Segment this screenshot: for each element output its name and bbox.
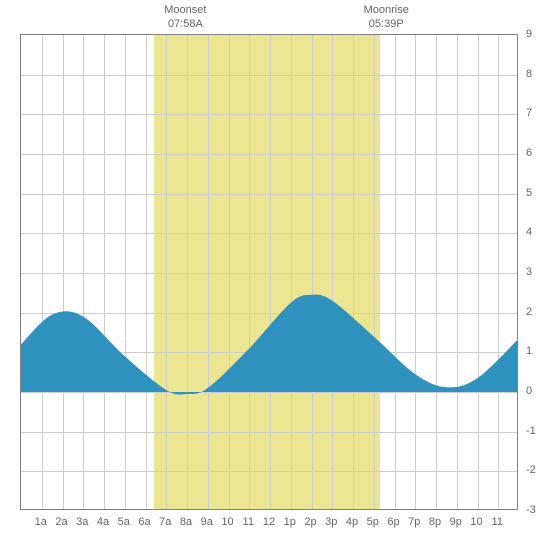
grid-line-horizontal <box>21 432 517 433</box>
moonset-title: Moonset <box>164 4 206 16</box>
grid-line-vertical <box>478 35 479 509</box>
x-axis-label: 8p <box>429 516 441 528</box>
grid-line-horizontal <box>21 273 517 274</box>
grid-line-vertical <box>249 35 250 509</box>
y-axis-label: 7 <box>526 107 532 119</box>
y-axis-label: -1 <box>526 425 536 437</box>
y-axis-label: 4 <box>526 226 532 238</box>
x-axis-label: 1a <box>35 516 47 528</box>
y-axis-label: -3 <box>526 504 536 516</box>
grid-line-vertical <box>498 35 499 509</box>
grid-line-vertical <box>125 35 126 509</box>
grid-line-horizontal <box>21 352 517 353</box>
grid-line-vertical <box>146 35 147 509</box>
grid-line-horizontal <box>21 471 517 472</box>
x-axis-label: 12 <box>263 516 275 528</box>
plot-area <box>20 34 518 510</box>
y-axis-label: 8 <box>526 68 532 80</box>
x-axis-label: 9a <box>201 516 213 528</box>
tide-chart: 1a2a3a4a5a6a7a8a9a1011121p2p3p4p5p6p7p8p… <box>0 0 550 550</box>
y-axis-label: 3 <box>526 266 532 278</box>
x-axis-label: 1p <box>284 516 296 528</box>
grid-line-vertical <box>270 35 271 509</box>
x-axis-label: 7p <box>408 516 420 528</box>
x-axis-label: 4a <box>97 516 109 528</box>
moonrise-time: 05:39P <box>369 18 404 30</box>
x-axis-label: 10 <box>470 516 482 528</box>
grid-line-horizontal <box>21 75 517 76</box>
x-axis-label: 5p <box>367 516 379 528</box>
grid-line-vertical <box>332 35 333 509</box>
x-axis-label: 9p <box>450 516 462 528</box>
y-axis-label: 6 <box>526 147 532 159</box>
grid-line-vertical <box>42 35 43 509</box>
x-axis-label: 7a <box>159 516 171 528</box>
grid-line-vertical <box>83 35 84 509</box>
grid-line-vertical <box>457 35 458 509</box>
y-axis-label: -2 <box>526 464 536 476</box>
x-axis-label: 2p <box>304 516 316 528</box>
y-axis-label: 5 <box>526 187 532 199</box>
grid-line-horizontal <box>21 313 517 314</box>
grid-line-vertical <box>229 35 230 509</box>
x-axis-label: 8a <box>180 516 192 528</box>
x-axis-label: 10 <box>221 516 233 528</box>
grid-line-vertical <box>436 35 437 509</box>
grid-line-horizontal <box>21 154 517 155</box>
x-axis-label: 6a <box>138 516 150 528</box>
moonrise-title: Moonrise <box>364 4 409 16</box>
x-axis-label: 11 <box>492 516 503 528</box>
grid-line-horizontal <box>21 392 517 393</box>
x-axis-label: 3a <box>76 516 88 528</box>
grid-line-vertical <box>104 35 105 509</box>
grid-line-vertical <box>312 35 313 509</box>
moonset-time: 07:58A <box>168 18 203 30</box>
x-axis-label: 4p <box>346 516 358 528</box>
x-axis-label: 6p <box>387 516 399 528</box>
y-axis-label: 9 <box>526 28 532 40</box>
y-axis-label: 1 <box>526 345 532 357</box>
grid-line-horizontal <box>21 114 517 115</box>
grid-line-horizontal <box>21 194 517 195</box>
grid-line-horizontal <box>21 233 517 234</box>
grid-line-vertical <box>374 35 375 509</box>
grid-line-vertical <box>187 35 188 509</box>
grid-line-vertical <box>63 35 64 509</box>
x-axis-label: 3p <box>325 516 337 528</box>
y-axis-label: 0 <box>526 385 532 397</box>
grid-line-vertical <box>166 35 167 509</box>
x-axis-label: 2a <box>55 516 67 528</box>
x-axis-label: 11 <box>243 516 254 528</box>
grid-line-vertical <box>415 35 416 509</box>
grid-line-vertical <box>353 35 354 509</box>
x-axis-label: 5a <box>118 516 130 528</box>
y-axis-label: 2 <box>526 306 532 318</box>
grid-line-vertical <box>208 35 209 509</box>
grid-line-vertical <box>395 35 396 509</box>
grid-line-vertical <box>291 35 292 509</box>
